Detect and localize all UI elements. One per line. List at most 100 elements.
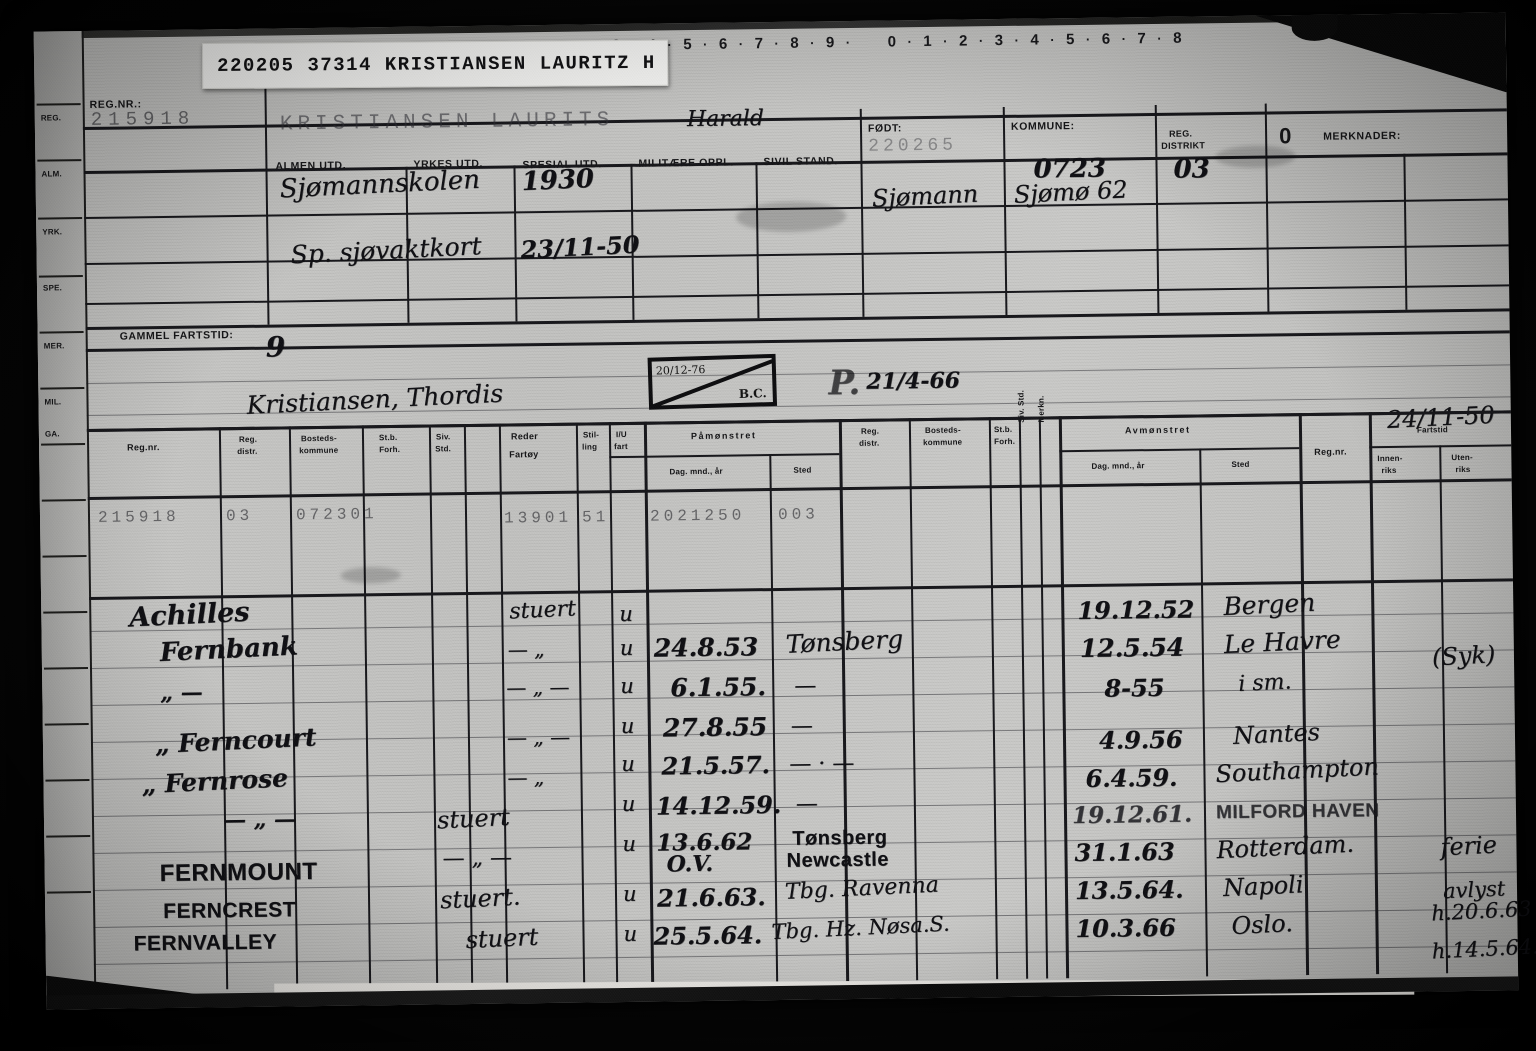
ruler-dot: · (943, 33, 949, 49)
th-siv: Siv. (435, 432, 451, 442)
th-pam-date: Dag. mnd., år (669, 466, 723, 477)
voyage-iu-7: u (622, 881, 637, 907)
th-utenriks: Uten- (1451, 452, 1473, 463)
voyage-ship-6: FERNMOUNT (159, 858, 318, 888)
voyage-stilling-0: stuert (508, 596, 577, 625)
margin-label-spe: SPE. (42, 283, 63, 293)
voyage-avm-date-2: 8-55 (1104, 672, 1165, 703)
ruler-mark-14: 7 (1137, 29, 1147, 47)
ruler-mark-15: 8 (1173, 29, 1183, 47)
ruler-mark-6: 9 (825, 33, 835, 51)
machine-pam-date: 2021250 (649, 506, 746, 526)
ruler-mark-13: 6 (1101, 30, 1111, 48)
ruler-dot: · (667, 36, 673, 52)
ruler-dot: · (845, 34, 851, 50)
th-siv-std-vert: Siv. Std. (1016, 389, 1026, 423)
th-avm-date: Dag. mnd., år (1091, 461, 1145, 471)
voyage-pam-date-7: 21.6.63. (656, 882, 766, 913)
ruler-dot: · (907, 33, 913, 49)
voyage-avm-date-5: 6.4.59. (1085, 762, 1178, 793)
archive-rubber-stamp: 20/12-76 B.C. (647, 353, 778, 410)
ruler-dot: · (810, 34, 816, 51)
voyage-iu-6: u (622, 831, 637, 857)
voyage-ship-2: „ — (160, 679, 203, 707)
voyage-avm-date-7: 31.1.63 (1074, 836, 1175, 868)
voyage-pam-sted-6-extra: Newcastle (786, 848, 890, 872)
voyage-ship-7: FERNCREST (163, 898, 297, 924)
voyage-stilling-6: — „ — (442, 845, 513, 872)
ruler-dot: · (1085, 31, 1091, 47)
th-utenriks2: riks (1455, 464, 1471, 475)
typed-name-value: KRISTIANSEN LAURITS (279, 109, 615, 137)
voyage-pam-sted-4: — · — (789, 750, 855, 777)
th-reder: Reder (510, 431, 539, 442)
th-reg-distr-right2: distr. (859, 438, 880, 448)
th-stb-right2: Forh. (994, 436, 1016, 447)
th-bosteds: Bosteds- (300, 433, 337, 444)
gammel-fartstid-label: GAMMEL FARTSTID: (119, 329, 234, 343)
archive-label-text: 220205 37314 KRISTIANSEN LAURITZ H (217, 51, 656, 77)
ruler-mark-2: 5 (683, 35, 693, 53)
th-reg-distr: Reg. (238, 434, 258, 445)
th-stb2: Forh. (379, 444, 401, 455)
voyage-iu-2: u (620, 673, 634, 699)
reg-distrikt-label2: DISTRIKT (1161, 140, 1206, 151)
militaere-oppl-label: MILITÆRE OPPL. (638, 156, 734, 170)
reg-distrikt-value: 03 (1173, 154, 1210, 185)
th-avm-sted: Sted (1231, 459, 1250, 470)
voyage-pam-sted-5: — (795, 791, 819, 817)
p-mark-date: 21/4-66 (866, 367, 961, 395)
machine-reder: 13901 (503, 508, 573, 528)
th-stb: St.b. (378, 432, 398, 443)
stamp-date: 20/12-76 (655, 363, 706, 378)
kommune-label: KOMMUNE: (1010, 120, 1075, 133)
voyage-stilling-2: — „ — (506, 674, 570, 700)
th-merkn-vert: Merkn. (1036, 395, 1046, 423)
voyage-pam-date-8: 25.5.64. (653, 920, 763, 951)
voyage-iu-3: u (620, 713, 635, 739)
almen-utd-label: ALMEN UTD. (275, 159, 347, 173)
ruler-mark-4: 7 (754, 34, 764, 52)
ruler-mark-5: 8 (790, 34, 800, 52)
ruler-mark-11: 4 (1030, 31, 1040, 49)
voyage-pam-date-6-extra: O.V. (666, 850, 714, 878)
voyage-avm-sted-9: Oslo. (1230, 909, 1294, 941)
typed-name-line: KRISTIANSEN LAURITS (280, 109, 615, 136)
voyage-stilling-4: — „ (507, 765, 545, 790)
machine-pam-sted: 003 (777, 505, 819, 524)
ruler-mark-12: 5 (1065, 30, 1076, 48)
margin-label-mil: MIL. (44, 397, 62, 407)
machine-bosteds: 072301 (295, 505, 378, 525)
sivil-stand-value: Sjømann (871, 179, 979, 213)
archive-catalogue-label: 220205 37314 KRISTIANSEN LAURITZ H (201, 39, 669, 90)
margin-label-reg: REG. (40, 113, 62, 123)
voyage-pam-sted-6: Tønsberg (792, 826, 888, 850)
th-avmonstret: Avmønstret (1124, 424, 1191, 436)
ruler-dot: · (1014, 32, 1020, 48)
voyage-avm-date-1: 12.5.54 (1079, 632, 1185, 664)
th-reg-distr-right: Reg. (860, 426, 880, 436)
voyage-avm-sted-8: Napoli (1222, 870, 1305, 903)
voyage-pam-date-1: 24.8.53 (653, 632, 759, 663)
ruler-mark-8: 1 (923, 32, 933, 50)
circle-mark-icon: 0 (1278, 123, 1293, 149)
voyage-avm-date-4: 4.9.56 (1098, 724, 1183, 755)
kommune-handwritten-note: Sjømø 62 (1013, 175, 1129, 209)
ruler-dot: · (1157, 30, 1163, 46)
voyage-avm-date-9: 10.3.66 (1075, 912, 1176, 944)
th-bosteds2: kommune (299, 445, 339, 456)
th-bosteds-right: Bosteds- (924, 425, 961, 436)
voyage-stilling-7: stuert. (439, 882, 522, 915)
p-mark: P. (828, 362, 861, 404)
th-fartstid: Fartstid (1416, 425, 1448, 435)
th-regnr-right: Reg.nr. (1314, 446, 1347, 457)
gammel-fartstid-value: 9 (265, 330, 286, 364)
ruler-dot: · (738, 35, 744, 51)
fodt-label: FØDT: (867, 122, 903, 135)
voyage-pam-date-5: 14.12.59. (655, 789, 782, 821)
th-bosteds-right2: kommune (923, 437, 963, 448)
ruler-dot: · (1121, 30, 1127, 46)
voyage-iu-1: u (619, 635, 634, 661)
reg-nr-value: 215918 (90, 107, 196, 131)
